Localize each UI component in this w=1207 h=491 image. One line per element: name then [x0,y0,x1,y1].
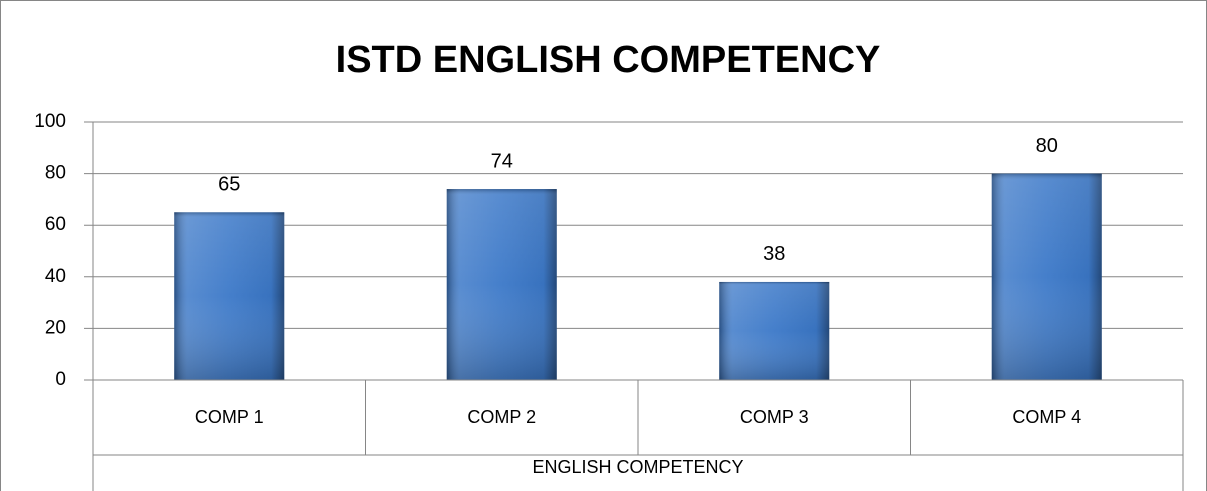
y-tick-label: 20 [45,317,66,338]
bar [719,281,830,380]
x-axis-label: ENGLISH COMPETENCY [532,457,743,477]
y-tick-label: 40 [45,266,66,287]
bar [991,173,1102,380]
bar [446,189,557,380]
x-tick-label: COMP 4 [1012,407,1081,427]
data-label: 65 [218,174,240,196]
data-label: 80 [1036,135,1058,157]
data-label: 38 [763,243,785,265]
x-tick-label: COMP 3 [740,407,809,427]
x-tick-label: COMP 1 [195,407,264,427]
data-label: 74 [491,150,513,172]
x-tick-label: COMP 2 [467,407,536,427]
y-tick-label: 60 [45,214,66,235]
y-tick-label: 100 [34,111,66,132]
y-tick-label: 80 [45,163,66,184]
chart-title: ISTD ENGLISH COMPETENCY [336,39,881,81]
y-tick-label: 0 [55,369,66,390]
bar [174,212,285,380]
